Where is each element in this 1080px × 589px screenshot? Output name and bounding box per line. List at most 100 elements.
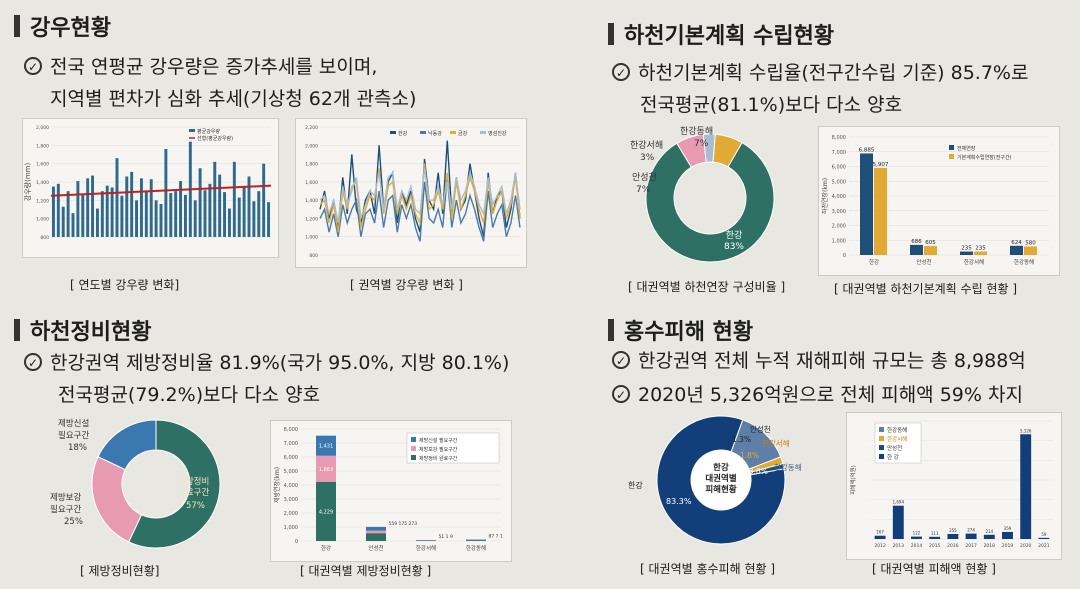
flood-bar [874, 535, 886, 539]
rainfall-bar [257, 191, 261, 237]
bar-value-label: 5,326 [1020, 428, 1032, 433]
rainfall-bar [218, 174, 222, 237]
x-tick-label: 안성천 [368, 544, 383, 552]
y-axis-label: 강우량(mm) [23, 163, 32, 202]
donut-slice-제방신설 필요구간 [97, 419, 157, 471]
flood-bar [1038, 537, 1050, 539]
rainfall-bar [232, 161, 236, 237]
bar-value-label: 5,907 [873, 162, 889, 168]
flood-bar [929, 536, 941, 539]
legend-label: 제방신설 필요구간 [419, 437, 458, 444]
bar-기본계획수립연장(전구간) [974, 251, 987, 255]
donut-label: 한강서해 [630, 140, 663, 151]
embankment-bullet-cont: 전국평균(79.2%)보다 다소 양호 [58, 384, 321, 406]
legend-box [406, 432, 500, 464]
x-tick-label: 2015 [929, 543, 941, 549]
donut-label: 제방보강 [50, 492, 81, 503]
donut-center-label: 한강 [713, 462, 729, 473]
legend-swatch [189, 129, 195, 132]
y-tick-label: 8,000 [284, 427, 298, 433]
y-tick-label: 1,600 [36, 162, 49, 168]
rainfall-bar [61, 206, 65, 237]
annual-rainfall-chart: 2,000 1,800 1,600 1,400 1,200 1,000 800 강우량(mm)… [22, 118, 279, 258]
rainfall-bar [76, 181, 80, 237]
y-tick-label: 2,200 [305, 125, 318, 131]
donut-label: 한강 [726, 230, 743, 241]
rainfall-bar [179, 181, 183, 237]
donut-slice-한강동해 [712, 133, 743, 168]
embankment-title-text: 하천정비현황 [30, 320, 152, 345]
y-tick-label: 1,600 [305, 180, 318, 186]
flood-bar [965, 533, 977, 539]
rainfall-bar [169, 193, 173, 237]
legend-swatch [949, 154, 954, 159]
regional-rainfall-chart: 2,200 2,000 1,800 1,600 1,400 1,200 1,000 800 한강… [295, 118, 527, 268]
bar-value-label: 686 [911, 239, 922, 245]
rainfall-bar [213, 161, 217, 237]
embankment-bullet: ✓ 한강권역 제방정비율 81.9%(국가 95.0%, 지방 80.1%) [24, 348, 509, 378]
flood-bar [911, 536, 922, 539]
donut-value: 83.3% [666, 497, 692, 506]
donut-slice-제방정비 완료구간 [128, 419, 221, 549]
rainfall-bar [81, 193, 85, 237]
legend-label: 한강서해 [887, 435, 907, 443]
flood-bullet-2-text: 2020년 5,326억원으로 전체 피해액 59% 차지 [638, 384, 1023, 406]
donut-value: 7% [694, 139, 709, 149]
y-tick-label: 1,200 [305, 216, 318, 222]
flood-bullet-1-text: 한강권역 전체 누적 재해피해 규모는 총 8,988억 [638, 350, 1026, 372]
stack-value-label: 1,863 [319, 467, 333, 473]
donut-label: 한강 [628, 480, 643, 490]
donut-center [691, 450, 751, 510]
river-plan-bullet: ✓ 하천기본계획 수립율(전구간수립 기준) 85.7%로 [612, 58, 1028, 88]
rainfall-section-title: 강우현황 [14, 10, 111, 42]
check-icon: ✓ [24, 353, 42, 371]
donut-label: 완료구간 [178, 487, 209, 498]
rainfall-bullet-cont: 지역별 편차가 심화 추세(기상청 62개 관측소) [50, 88, 417, 110]
legend-label: 평균강우량 [197, 128, 220, 135]
donut-slice-한강 [645, 141, 775, 263]
stack-segment [316, 455, 336, 482]
rainfall-bar [164, 149, 168, 237]
check-icon: ✓ [612, 351, 630, 369]
rainfall-bar [51, 186, 55, 237]
y-tick-label: 2,000 [832, 224, 846, 230]
y-tick-label: 1,000 [36, 217, 49, 223]
y-tick-label: 800 [40, 235, 49, 241]
donut-label: 제방신설 [58, 418, 89, 429]
donut-value: 1.8% [740, 451, 759, 460]
bar-value-label: 167 [876, 530, 884, 535]
x-tick-label: 2021 [1038, 543, 1050, 549]
rainfall-bar [193, 200, 197, 237]
title-marker [608, 319, 614, 341]
donut-label: 한강동해 [774, 462, 802, 472]
legend-swatch [390, 131, 396, 134]
bar-전체연장 [1010, 245, 1023, 255]
legend-swatch [949, 145, 954, 150]
rainfall-bar [174, 191, 178, 237]
donut-label: 한강동해 [680, 126, 713, 137]
stack-segment [416, 540, 436, 541]
x-tick-label: 한강 [321, 545, 331, 552]
x-tick-label: 한강서해 [964, 258, 984, 266]
rainfall-bar [95, 208, 99, 237]
stack-segment [316, 481, 336, 541]
y-tick-label: 0 [843, 253, 846, 259]
river-plan-bullet-text: 하천기본계획 수립율(전구간수립 기준) 85.7%로 [638, 62, 1029, 84]
donut-center-label: 대권역별 [705, 473, 736, 484]
y-tick-label: 2,000 [284, 511, 298, 517]
legend-swatch [411, 446, 416, 451]
annual-rainfall-svg: 2,000 1,800 1,600 1,400 1,200 1,000 800 강우량(mm)… [23, 125, 272, 241]
river-length-caption-text: 대권역별 하천연장 구성비율 [636, 280, 777, 294]
rainfall-bar [135, 200, 139, 237]
rainfall-bar [115, 158, 119, 237]
bar-value-label: 624 [1011, 240, 1022, 246]
series-line-낙동강 [319, 177, 521, 242]
y-tick-label: 1,800 [305, 162, 318, 168]
legend-label: 제방정비 완료구간 [419, 455, 458, 462]
stack-segment [366, 530, 386, 534]
river-plan-section-title: 하천기본계획 수립현황 [608, 18, 834, 50]
annual-rainfall-caption: [ 연도별 강우량 변화] [70, 278, 180, 292]
stack-segment [466, 539, 486, 541]
embankment-donut-caption: [ 제방정비현황] [80, 564, 160, 578]
